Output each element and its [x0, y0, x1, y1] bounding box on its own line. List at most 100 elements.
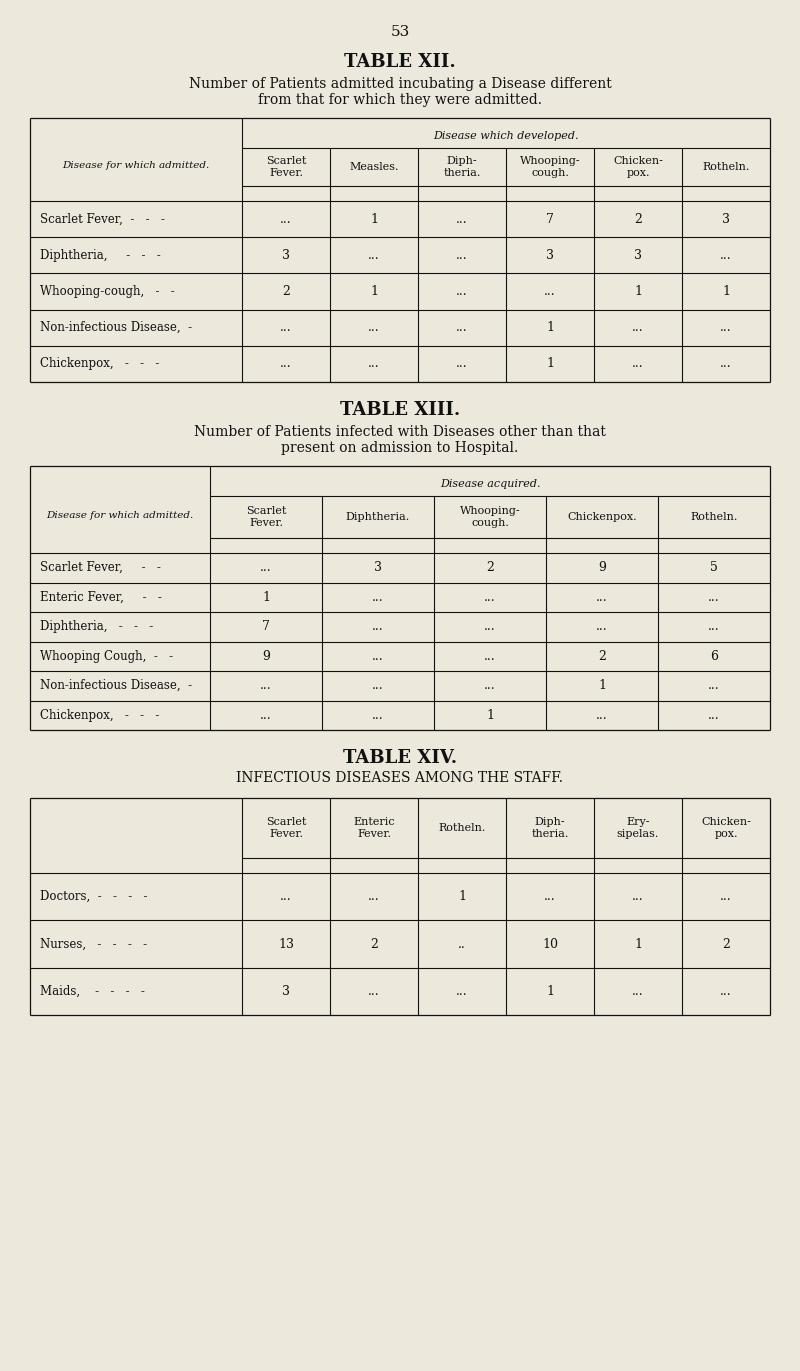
Text: Diphtheria.: Diphtheria. — [346, 511, 410, 522]
Text: 3: 3 — [282, 248, 290, 262]
Text: ...: ... — [720, 984, 732, 998]
Text: 1: 1 — [262, 591, 270, 603]
Text: Chickenpox,   -   -   -: Chickenpox, - - - — [40, 358, 159, 370]
Text: Disease acquired.: Disease acquired. — [440, 478, 540, 489]
Text: 1: 1 — [722, 285, 730, 298]
Text: Maids,    -   -   -   -: Maids, - - - - — [40, 984, 145, 998]
Text: 1: 1 — [370, 285, 378, 298]
Text: 1: 1 — [458, 890, 466, 903]
Text: present on admission to Hospital.: present on admission to Hospital. — [282, 441, 518, 455]
Text: 2: 2 — [722, 938, 730, 950]
Text: 2: 2 — [282, 285, 290, 298]
Text: ...: ... — [708, 620, 720, 633]
Text: ...: ... — [372, 679, 384, 692]
Text: 2: 2 — [634, 213, 642, 226]
Text: Chicken-
pox.: Chicken- pox. — [701, 817, 751, 839]
Text: ...: ... — [484, 679, 496, 692]
Text: Scarlet
Fever.: Scarlet Fever. — [266, 156, 306, 178]
Text: ...: ... — [708, 591, 720, 603]
Text: Rotheln.: Rotheln. — [690, 511, 738, 522]
Text: ...: ... — [260, 709, 272, 721]
Text: TABLE XIII.: TABLE XIII. — [340, 400, 460, 420]
Text: 9: 9 — [262, 650, 270, 662]
Text: Chickenpox,   -   -   -: Chickenpox, - - - — [40, 709, 159, 721]
Text: 1: 1 — [634, 285, 642, 298]
Text: 5: 5 — [710, 561, 718, 574]
Text: Diph-
theria.: Diph- theria. — [531, 817, 569, 839]
Text: ...: ... — [456, 984, 468, 998]
Text: ...: ... — [280, 213, 292, 226]
Text: TABLE XIV.: TABLE XIV. — [343, 749, 457, 766]
Text: Scarlet Fever,     -   -: Scarlet Fever, - - — [40, 561, 161, 574]
Text: Whooping-
cough.: Whooping- cough. — [520, 156, 580, 178]
Text: Rotheln.: Rotheln. — [438, 823, 486, 834]
Text: 1: 1 — [546, 321, 554, 335]
Text: ...: ... — [720, 890, 732, 903]
Text: Enteric Fever,     -   -: Enteric Fever, - - — [40, 591, 162, 603]
Text: Whooping-
cough.: Whooping- cough. — [460, 506, 520, 528]
Text: ...: ... — [280, 890, 292, 903]
Text: Scarlet
Fever.: Scarlet Fever. — [246, 506, 286, 528]
Text: ...: ... — [596, 591, 608, 603]
Text: 3: 3 — [722, 213, 730, 226]
Text: ...: ... — [544, 285, 556, 298]
Text: ...: ... — [632, 321, 644, 335]
Text: ...: ... — [368, 358, 380, 370]
Text: ...: ... — [260, 561, 272, 574]
Text: Diphtheria,     -   -   -: Diphtheria, - - - — [40, 248, 161, 262]
Text: ...: ... — [720, 358, 732, 370]
Text: 7: 7 — [262, 620, 270, 633]
Text: Number of Patients infected with Diseases other than that: Number of Patients infected with Disease… — [194, 425, 606, 439]
Text: ...: ... — [368, 984, 380, 998]
Text: ...: ... — [456, 248, 468, 262]
Text: 1: 1 — [546, 984, 554, 998]
Text: ...: ... — [484, 591, 496, 603]
Text: Non-infectious Disease,  -: Non-infectious Disease, - — [40, 679, 192, 692]
Text: ...: ... — [720, 248, 732, 262]
Text: ...: ... — [708, 709, 720, 721]
Text: Nurses,   -   -   -   -: Nurses, - - - - — [40, 938, 147, 950]
Text: Diphtheria,   -   -   -: Diphtheria, - - - — [40, 620, 154, 633]
Text: ...: ... — [456, 358, 468, 370]
Text: ...: ... — [720, 321, 732, 335]
Text: 3: 3 — [282, 984, 290, 998]
Text: 2: 2 — [486, 561, 494, 574]
Text: Enteric
Fever.: Enteric Fever. — [353, 817, 395, 839]
Text: Non-infectious Disease,  -: Non-infectious Disease, - — [40, 321, 192, 335]
Text: ...: ... — [280, 358, 292, 370]
Text: 13: 13 — [278, 938, 294, 950]
Text: ...: ... — [372, 650, 384, 662]
Text: Whooping-cough,   -   -: Whooping-cough, - - — [40, 285, 174, 298]
Text: INFECTIOUS DISEASES AMONG THE STAFF.: INFECTIOUS DISEASES AMONG THE STAFF. — [237, 771, 563, 786]
Text: ...: ... — [372, 709, 384, 721]
Text: Chickenpox.: Chickenpox. — [567, 511, 637, 522]
Text: 1: 1 — [486, 709, 494, 721]
Text: ...: ... — [456, 213, 468, 226]
Text: 3: 3 — [634, 248, 642, 262]
Text: Disease for which admitted.: Disease for which admitted. — [62, 162, 210, 170]
Text: 10: 10 — [542, 938, 558, 950]
Text: ...: ... — [280, 321, 292, 335]
Text: Disease which developed.: Disease which developed. — [434, 132, 578, 141]
Text: ...: ... — [456, 321, 468, 335]
Text: ...: ... — [632, 984, 644, 998]
Text: Chicken-
pox.: Chicken- pox. — [613, 156, 663, 178]
Text: Diph-
theria.: Diph- theria. — [443, 156, 481, 178]
Text: ...: ... — [544, 890, 556, 903]
Text: ...: ... — [484, 620, 496, 633]
Text: Number of Patients admitted incubating a Disease different: Number of Patients admitted incubating a… — [189, 77, 611, 90]
Text: Disease for which admitted.: Disease for which admitted. — [46, 511, 194, 521]
Text: 2: 2 — [598, 650, 606, 662]
Text: ...: ... — [632, 890, 644, 903]
Text: 2: 2 — [370, 938, 378, 950]
Text: ...: ... — [368, 321, 380, 335]
Text: ...: ... — [260, 679, 272, 692]
Text: 6: 6 — [710, 650, 718, 662]
Text: 1: 1 — [546, 358, 554, 370]
Text: 1: 1 — [598, 679, 606, 692]
Text: ...: ... — [456, 285, 468, 298]
Text: Scarlet
Fever.: Scarlet Fever. — [266, 817, 306, 839]
Text: from that for which they were admitted.: from that for which they were admitted. — [258, 93, 542, 107]
Text: 3: 3 — [546, 248, 554, 262]
Text: 7: 7 — [546, 213, 554, 226]
